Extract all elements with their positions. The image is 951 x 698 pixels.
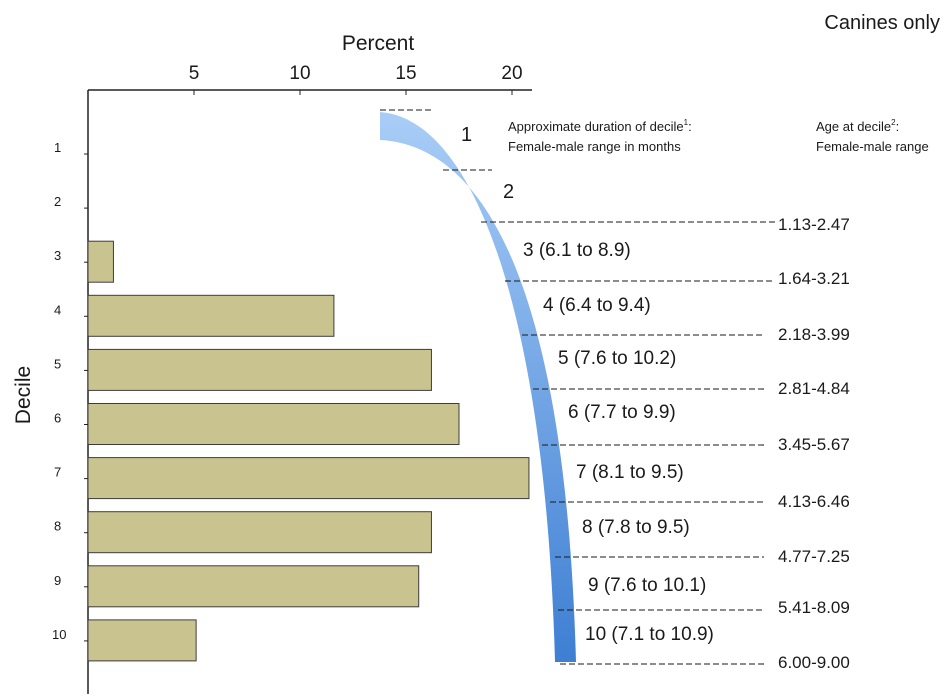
bar-decile-4 — [87, 294, 335, 337]
band-label-6: 6 (7.7 to 9.9) — [568, 402, 676, 423]
x-tick-label: 15 — [395, 63, 416, 84]
age-label-6: 4.13-6.46 — [778, 492, 850, 511]
y-tick-label: 9 — [54, 573, 61, 588]
x-tick-label: 5 — [189, 63, 200, 84]
age-label-5: 3.45-5.67 — [778, 435, 850, 454]
bars — [87, 240, 530, 662]
age-labels: 1.13-2.47 1.64-3.21 2.18-3.99 2.81-4.84 3.45… — [778, 215, 850, 672]
duration-heading-line1: Approximate duration of decile1: — [508, 118, 692, 134]
age-heading-line1: Age at decile2: — [816, 118, 899, 134]
y-tick-label: 1 — [54, 140, 61, 155]
age-label-1: 1.13-2.47 — [778, 215, 850, 234]
age-label-2: 1.64-3.21 — [778, 269, 850, 288]
age-label-7: 4.77-7.25 — [778, 547, 850, 566]
age-label-3: 2.18-3.99 — [778, 325, 850, 344]
age-heading-line2: Female-male range — [816, 139, 929, 154]
band-labels: 1 2 3 (6.1 to 8.9) 4 (6.4 to 9.4) 5 (7.6 to … — [461, 124, 714, 645]
bar-decile-5 — [87, 348, 432, 391]
y-axis-title: Decile — [12, 366, 35, 424]
band-label-9: 9 (7.6 to 10.1) — [588, 575, 706, 596]
band-label-1: 1 — [461, 124, 472, 146]
duration-band — [380, 112, 576, 662]
band-label-2: 2 — [503, 181, 514, 203]
x-tick-label: 20 — [501, 63, 522, 84]
band-label-10: 10 (7.1 to 10.9) — [585, 624, 714, 645]
y-tick-label: 4 — [54, 302, 61, 317]
y-tick-label: 10 — [52, 627, 66, 642]
y-tick-label: 7 — [54, 465, 61, 480]
bar-decile-6 — [87, 403, 460, 445]
y-ticks: 1 2 3 4 5 6 7 8 9 10 — [52, 140, 88, 642]
x-axis-title: Percent — [342, 32, 415, 55]
bar-decile-7 — [87, 457, 530, 500]
x-tick-label: 10 — [289, 63, 310, 84]
age-label-8: 5.41-8.09 — [778, 598, 850, 617]
age-label-4: 2.81-4.84 — [778, 379, 850, 398]
x-ticks: 5 10 15 20 — [189, 63, 523, 95]
corner-label: Canines only — [824, 12, 940, 34]
bar-decile-9 — [87, 565, 420, 608]
band-label-3: 3 (6.1 to 8.9) — [523, 240, 631, 261]
bar-decile-3 — [87, 240, 114, 283]
band-label-8: 8 (7.8 to 9.5) — [582, 517, 690, 538]
duration-heading-line2: Female-male range in months — [508, 139, 681, 154]
y-tick-label: 2 — [54, 194, 61, 209]
bar-decile-8 — [87, 511, 432, 554]
y-tick-label: 3 — [54, 248, 61, 263]
band-label-7: 7 (8.1 to 9.5) — [576, 462, 684, 483]
y-tick-label: 8 — [54, 519, 61, 534]
age-label-9: 6.00-9.00 — [778, 653, 850, 672]
decile-boundary-lines — [380, 109, 775, 665]
bar-decile-10 — [87, 619, 197, 662]
y-tick-label: 5 — [54, 356, 61, 371]
band-label-5: 5 (7.6 to 10.2) — [558, 348, 676, 369]
band-label-4: 4 (6.4 to 9.4) — [543, 295, 651, 316]
y-tick-label: 6 — [54, 411, 61, 426]
